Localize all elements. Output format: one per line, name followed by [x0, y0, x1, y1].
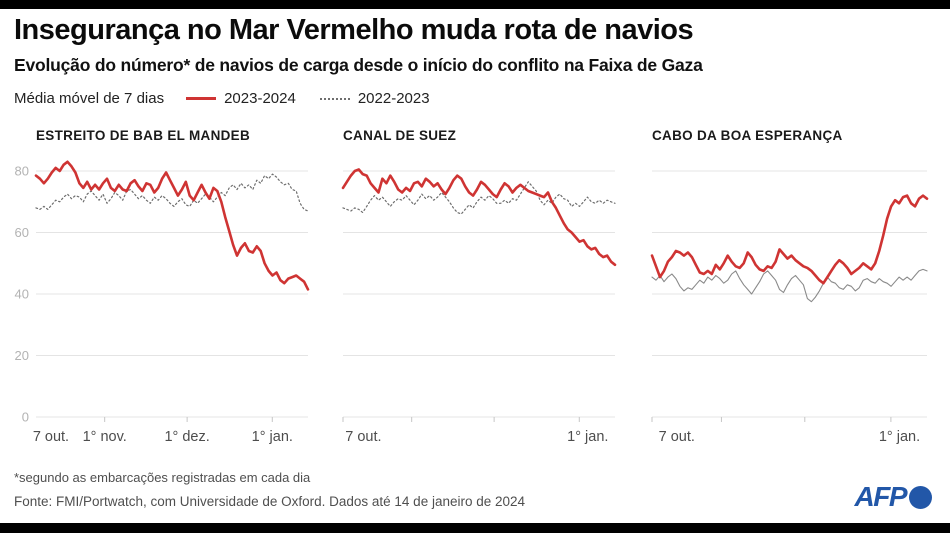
- legend-label: Média móvel de 7 dias: [14, 90, 165, 108]
- svg-text:1° jan.: 1° jan.: [879, 429, 920, 445]
- chart-block-bab-el-mandeb: ESTREITO DE BAB EL MANDEB 0 20 40 60 80 7 out…: [12, 128, 320, 455]
- page-title: Insegurança no Mar Vermelho muda rota de…: [14, 14, 694, 46]
- header: Insegurança no Mar Vermelho muda rota de…: [0, 0, 950, 76]
- footer: *segundo as embarcações registradas em c…: [14, 469, 934, 511]
- red-line-swatch-icon: [186, 97, 217, 101]
- svg-text:7 out.: 7 out.: [345, 429, 381, 445]
- afp-logo: AFP: [854, 481, 932, 513]
- chart-block-boa-esperanca: CABO DA BOA ESPERANÇA 7 out. 1° jan.: [638, 128, 938, 455]
- page-subtitle: Evolução do número* de navios de carga d…: [14, 55, 703, 76]
- svg-text:1° nov.: 1° nov.: [83, 429, 127, 445]
- chart-title-bab-el-mandeb: ESTREITO DE BAB EL MANDEB: [36, 128, 251, 144]
- chart-estreito-de-bab-el-mandeb: 0 20 40 60 80 7 out. 1° nov. 1° dez. 1° jan.: [15, 160, 310, 445]
- afp-logo-circle-icon: [909, 485, 932, 509]
- footnote: *segundo as embarcações registradas em c…: [14, 470, 311, 486]
- charts-row: ESTREITO DE BAB EL MANDEB 0 20 40 60 80 7 out…: [0, 128, 950, 455]
- top-black-bar: [0, 0, 950, 9]
- chart-canal-de-suez: 7 out. 1° jan.: [341, 168, 617, 445]
- gray-dotted-line-swatch-icon: [319, 97, 350, 100]
- svg-text:1° jan.: 1° jan.: [567, 429, 608, 445]
- bottom-black-bar: [0, 523, 950, 533]
- svg-text:40: 40: [15, 287, 29, 302]
- svg-text:20: 20: [15, 348, 29, 363]
- afp-logo-text: AFP: [854, 481, 908, 513]
- legend-series-name: 2022-2023: [357, 90, 430, 108]
- legend-series-name: 2023-2024: [224, 90, 296, 108]
- legend: Média móvel de 7 dias 2023-2024 2022-202…: [14, 90, 950, 107]
- chart-title-boa-esperanca: CABO DA BOA ESPERANÇA: [652, 128, 843, 144]
- svg-text:0: 0: [22, 410, 29, 425]
- chart-cabo-da-boa-esperanca: 7 out. 1° jan.: [650, 170, 929, 445]
- legend-item-2023-2024: 2023-2024: [186, 90, 296, 107]
- source-line: Fonte: FMI/Portwatch, com Universidade d…: [14, 494, 526, 510]
- svg-text:1° jan.: 1° jan.: [252, 429, 293, 445]
- svg-text:7 out.: 7 out.: [659, 429, 695, 445]
- legend-item-2022-2023: 2022-2023: [319, 90, 430, 108]
- chart-title-suez: CANAL DE SUEZ: [343, 128, 457, 144]
- svg-text:60: 60: [15, 225, 29, 240]
- svg-text:80: 80: [15, 164, 29, 179]
- svg-text:1° dez.: 1° dez.: [164, 429, 209, 445]
- chart-block-suez: CANAL DE SUEZ 7 out. 1° jan.: [331, 128, 627, 455]
- svg-text:7 out.: 7 out.: [33, 429, 69, 445]
